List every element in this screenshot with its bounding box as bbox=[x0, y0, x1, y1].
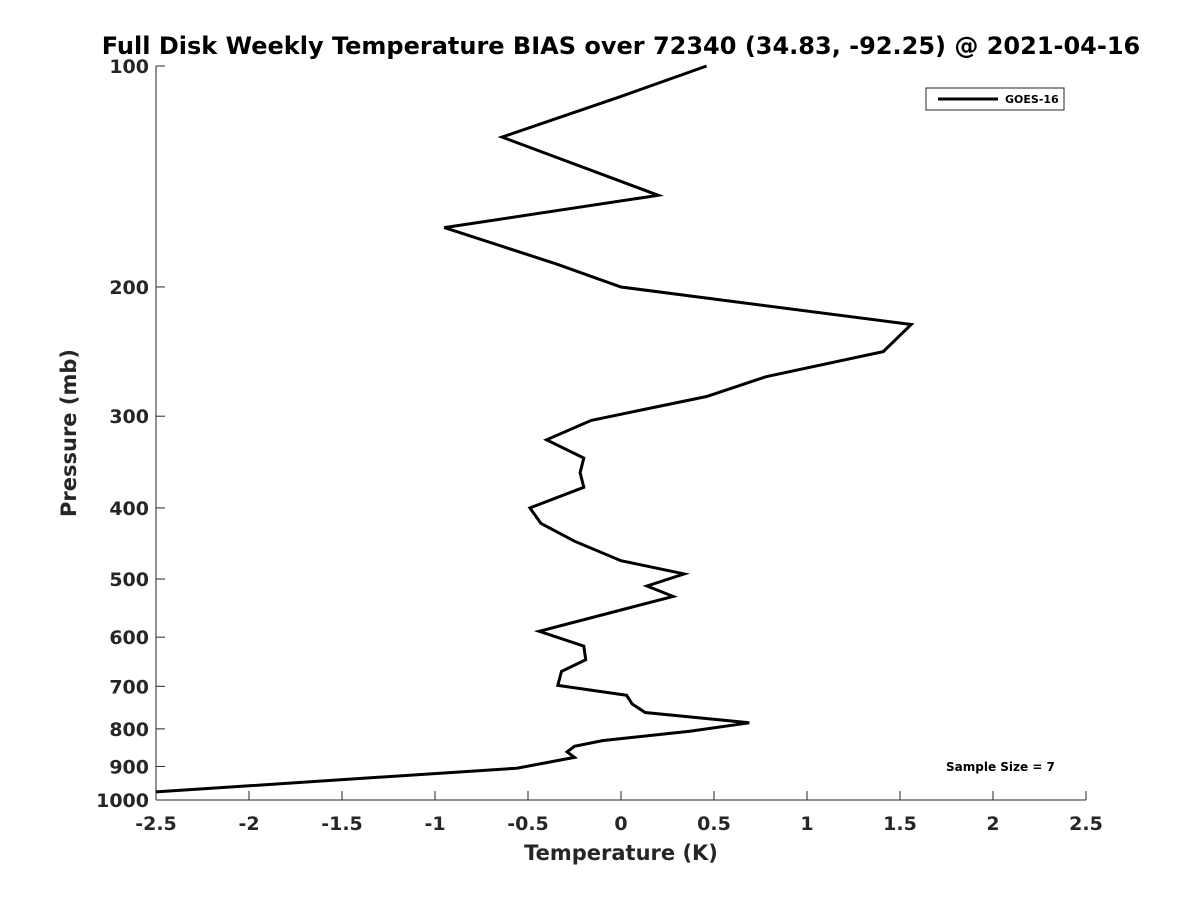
y-tick-label: 800 bbox=[109, 719, 149, 741]
y-tick-label: 600 bbox=[109, 627, 149, 649]
y-tick-label: 100 bbox=[109, 56, 149, 78]
x-tick-label: 0 bbox=[614, 813, 627, 835]
x-axis-label: Temperature (K) bbox=[524, 841, 718, 865]
x-tick-label: 2 bbox=[986, 813, 999, 835]
series-line-goes-16 bbox=[155, 64, 915, 794]
y-tick-label: 200 bbox=[109, 277, 149, 299]
legend: GOES-16 bbox=[925, 87, 1065, 111]
x-tick-label: -0.5 bbox=[507, 813, 549, 835]
y-tick-label: 400 bbox=[109, 498, 149, 520]
y-tick-label: 500 bbox=[109, 569, 149, 591]
chart-title: Full Disk Weekly Temperature BIAS over 7… bbox=[102, 32, 1141, 60]
series-layer bbox=[155, 64, 915, 794]
x-tick-label: 1.5 bbox=[883, 813, 917, 835]
x-axis-ticks: -2.5 -2 -1.5 -1 -0.5 0 0.5 1 1.5 2 2.5 bbox=[135, 791, 1103, 835]
sample-size-annotation: Sample Size = 7 bbox=[946, 760, 1055, 774]
x-tick-label: -2.5 bbox=[135, 813, 177, 835]
y-tick-label: 700 bbox=[109, 676, 149, 698]
legend-label-goes-16: GOES-16 bbox=[1005, 93, 1059, 106]
y-tick-label: 900 bbox=[109, 756, 149, 778]
y-axis-ticks: 100 200 300 400 500 600 700 800 900 1000 bbox=[96, 56, 165, 812]
x-tick-label: -1 bbox=[424, 813, 445, 835]
x-tick-label: 0.5 bbox=[697, 813, 731, 835]
x-tick-label: 1 bbox=[800, 813, 813, 835]
x-tick-label: -2 bbox=[238, 813, 259, 835]
plot-area: -2.5 -2 -1.5 -1 -0.5 0 0.5 1 1.5 2 2.5 100 200 300 40… bbox=[96, 56, 1103, 835]
x-tick-label: -1.5 bbox=[321, 813, 363, 835]
y-axis-label: Pressure (mb) bbox=[57, 349, 81, 517]
y-tick-label: 1000 bbox=[96, 790, 149, 812]
y-tick-label: 300 bbox=[109, 406, 149, 428]
x-tick-label: 2.5 bbox=[1069, 813, 1103, 835]
